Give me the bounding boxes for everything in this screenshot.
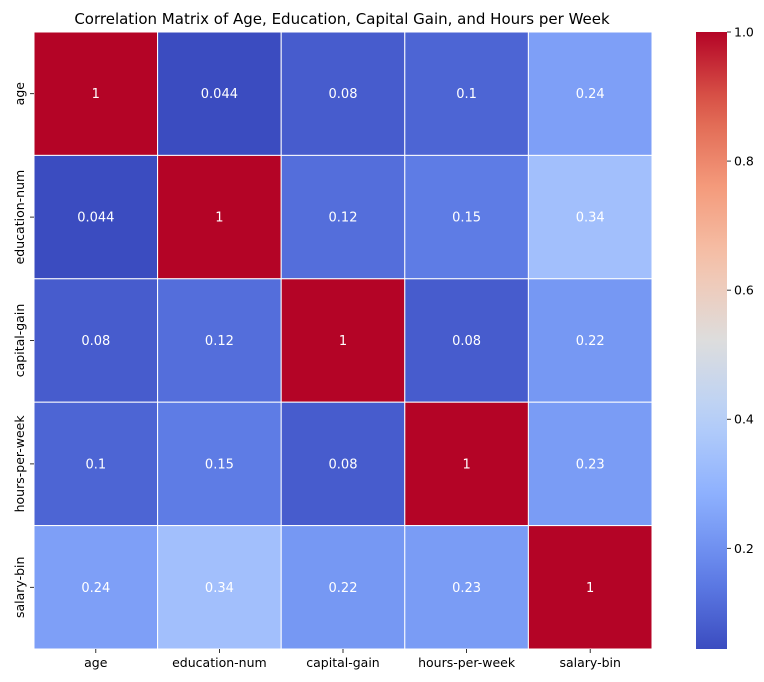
heatmap-cell: [157, 278, 282, 403]
x-tick-label: salary-bin: [559, 655, 620, 670]
cell-value-label: 1: [586, 581, 594, 596]
heatmap-cell: [33, 31, 159, 156]
x-tick-label: education-num: [172, 655, 267, 670]
cell-value-label: 0.23: [576, 457, 605, 472]
cell-value-label: 0.24: [576, 87, 605, 102]
heatmap-cell-labels: 1 0.044 0.08 0.1 0.24 0.044 1 0.12 0.15 0.34 0.08 0…: [77, 87, 604, 596]
heatmap-cell: [527, 31, 653, 156]
cell-value-label: 0.24: [81, 581, 110, 596]
heatmap-cell: [527, 525, 653, 650]
cell-value-label: 0.34: [205, 581, 234, 596]
cell-value-label: 0.12: [329, 211, 358, 226]
cell-value-label: 0.12: [205, 334, 234, 349]
cell-value-label: 1: [215, 211, 223, 226]
colorbar-ticks: 0.2 0.4 0.6 0.8 1.0: [727, 25, 754, 556]
y-tick-label: hours-per-week: [12, 415, 27, 513]
heatmap-cell: [280, 154, 406, 280]
heatmap-cell: [404, 401, 529, 527]
heatmap-cell: [280, 31, 406, 156]
cell-value-label: 0.08: [329, 87, 358, 102]
y-axis: age education-num capital-gain hours-per-we…: [12, 82, 34, 618]
cell-value-label: 1: [339, 334, 347, 349]
colorbar-tick-label: 1.0: [734, 25, 754, 40]
heatmap-cell: [280, 278, 406, 403]
x-axis: age education-num capital-gain hours-per-we…: [84, 649, 621, 670]
cell-value-label: 1: [92, 87, 100, 102]
heatmap-cell: [280, 401, 406, 527]
colorbar-tick-label: 0.8: [734, 154, 754, 169]
cell-value-label: 0.08: [452, 334, 481, 349]
heatmap-cell: [404, 31, 529, 156]
x-tick-label: hours-per-week: [418, 655, 516, 670]
heatmap-cell: [527, 278, 653, 403]
y-tick-label: education-num: [12, 170, 27, 265]
cell-value-label: 0.08: [329, 457, 358, 472]
cell-value-label: 0.08: [81, 334, 110, 349]
heatmap-cell: [527, 401, 653, 527]
cell-value-label: 0.15: [452, 211, 481, 226]
y-tick-label: capital-gain: [12, 304, 27, 377]
heatmap-cell: [33, 154, 159, 280]
cell-value-label: 0.22: [576, 334, 605, 349]
x-tick-label: age: [84, 655, 108, 670]
heatmap-cell: [280, 525, 406, 650]
colorbar-tick-label: 0.4: [734, 412, 754, 427]
cell-value-label: 0.044: [77, 211, 114, 226]
cell-value-label: 0.15: [205, 457, 234, 472]
cell-value-label: 0.1: [85, 457, 106, 472]
colorbar-tick-label: 0.2: [734, 541, 754, 556]
cell-value-label: 0.34: [576, 211, 605, 226]
heatmap-cell: [33, 525, 159, 650]
x-tick-label: capital-gain: [306, 655, 379, 670]
y-tick-label: age: [12, 82, 27, 106]
cell-value-label: 0.23: [452, 581, 481, 596]
cell-value-label: 0.044: [201, 87, 238, 102]
cell-value-label: 1: [462, 457, 470, 472]
heatmap-cell: [404, 278, 529, 403]
heatmap-cell: [157, 525, 282, 650]
heatmap-cells: [33, 31, 653, 650]
chart-title: Correlation Matrix of Age, Education, Ca…: [74, 10, 610, 28]
cell-value-label: 0.22: [329, 581, 358, 596]
heatmap-cell: [527, 154, 653, 280]
cell-value-label: 0.1: [456, 87, 477, 102]
heatmap-cell: [157, 401, 282, 527]
colorbar-tick-label: 0.6: [734, 283, 754, 298]
colorbar: [696, 32, 727, 649]
heatmap-cell: [157, 31, 282, 156]
y-tick-label: salary-bin: [12, 557, 27, 618]
